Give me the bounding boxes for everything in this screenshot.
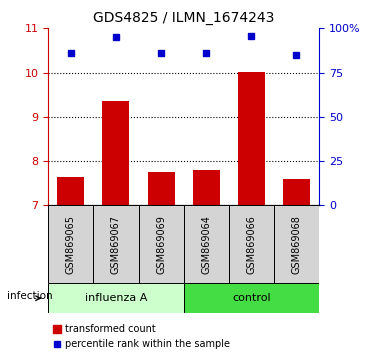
Bar: [57, 177, 84, 205]
Bar: [283, 179, 310, 205]
Text: GSM869066: GSM869066: [246, 215, 256, 274]
Bar: [48, 205, 93, 283]
Bar: [184, 205, 229, 283]
Bar: [274, 205, 319, 283]
Bar: [229, 205, 274, 283]
Bar: [193, 170, 220, 205]
Text: GSM869069: GSM869069: [156, 215, 166, 274]
Text: infection: infection: [7, 291, 53, 302]
Text: GSM869065: GSM869065: [66, 215, 76, 274]
Title: GDS4825 / ILMN_1674243: GDS4825 / ILMN_1674243: [93, 11, 274, 24]
Bar: [102, 101, 129, 205]
Text: GSM869068: GSM869068: [292, 215, 302, 274]
Bar: [93, 205, 138, 283]
Bar: [48, 283, 184, 313]
Text: influenza A: influenza A: [85, 293, 147, 303]
Bar: [238, 72, 265, 205]
Bar: [184, 283, 319, 313]
Text: control: control: [232, 293, 271, 303]
Text: GSM869064: GSM869064: [201, 215, 211, 274]
Text: GSM869067: GSM869067: [111, 215, 121, 274]
Bar: [138, 205, 184, 283]
Bar: [148, 172, 175, 205]
Legend: transformed count, percentile rank within the sample: transformed count, percentile rank withi…: [53, 324, 230, 349]
